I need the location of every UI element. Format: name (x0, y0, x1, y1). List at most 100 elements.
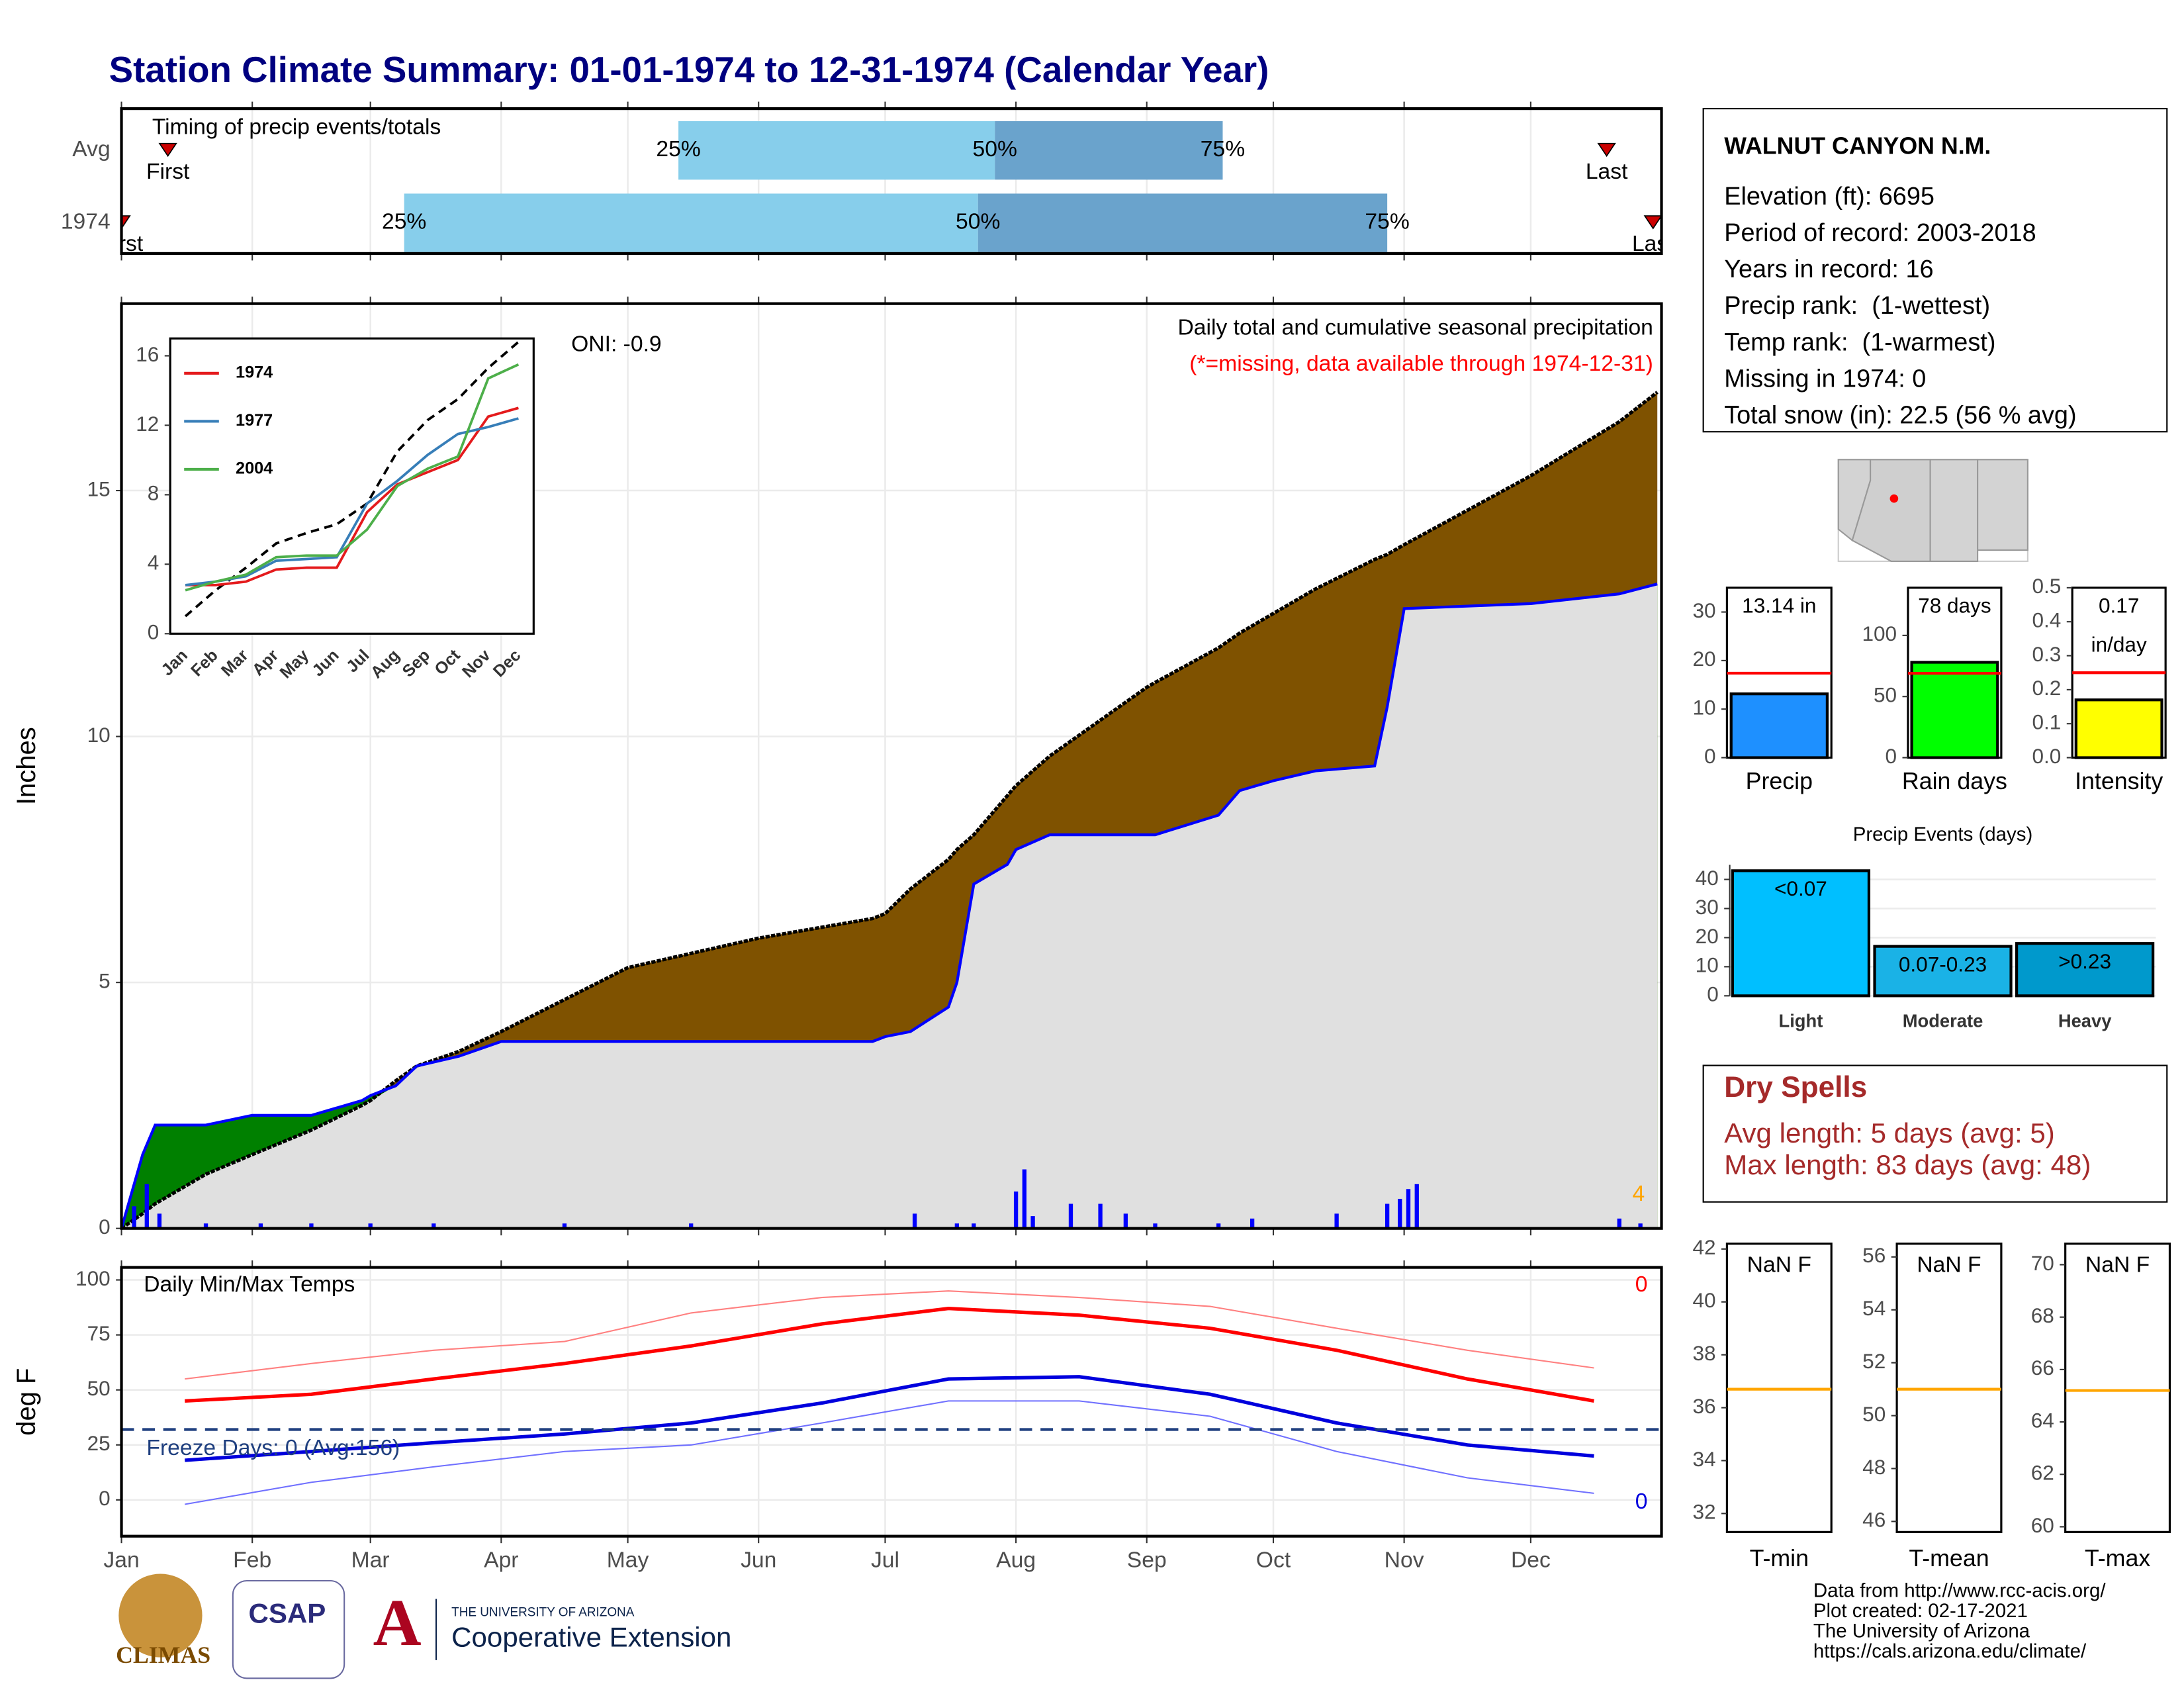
x-tick-label: Nov (1385, 1548, 1424, 1572)
daily-bar (144, 1184, 149, 1229)
station-box (1702, 108, 2168, 433)
x-tick-label: Dec (1511, 1548, 1551, 1572)
y-tick-label: 34 (1692, 1447, 1715, 1471)
temp-line (185, 1290, 1594, 1380)
series-line (185, 406, 519, 586)
footer-line: Data from http://www.rcc-acis.org/ (1813, 1580, 2106, 1602)
event-marker (158, 142, 177, 158)
bar (2015, 942, 2155, 998)
quartile-label: 50% (973, 137, 1017, 162)
y-tick-label: 66 (2031, 1356, 2054, 1380)
y-tick-label: 32 (1692, 1500, 1715, 1524)
y-tick-label: 15 (87, 477, 111, 500)
footer-line: Plot created: 02-17-2021 (1813, 1600, 2028, 1622)
map-state (1929, 459, 1979, 562)
daily-bar (1334, 1213, 1339, 1229)
station-dot (1889, 494, 1899, 503)
ua-logo: A (373, 1585, 422, 1660)
chart-title: Precip Events (days) (1853, 823, 2033, 845)
quartile-bar (978, 193, 1388, 252)
value-label: NaN F (1917, 1252, 1981, 1277)
bar (1873, 945, 2013, 998)
temp-line (185, 1375, 1594, 1462)
dry-spell-line: Max length: 83 days (avg: 48) (1724, 1149, 2091, 1180)
x-tick-label: Jun (741, 1548, 776, 1572)
y-tick-label: 10 (87, 723, 111, 747)
y-tick-label: 0 (1707, 982, 1719, 1006)
footer-line: https://cals.arizona.edu/climate/ (1813, 1640, 2087, 1662)
daily-bar (309, 1223, 314, 1229)
event-label: First (100, 232, 144, 256)
subtitle: Daily total and cumulative seasonal prec… (1177, 315, 1653, 340)
daily-bar (258, 1223, 263, 1229)
y-tick-label: 0 (1886, 744, 1897, 768)
y-axis-title: Inches (12, 727, 41, 805)
freeze-label: Freeze Days: 0 (Avg:156) (146, 1436, 400, 1460)
event-label: Last (1632, 232, 1674, 256)
x-tick-label: Apr (484, 1548, 518, 1572)
y-tick-label: 0.1 (2032, 710, 2061, 734)
row-label: 1974 (61, 210, 111, 234)
climas-logo (118, 1573, 203, 1658)
daily-bar (689, 1223, 694, 1229)
overlap-fill (121, 584, 1658, 1229)
value-label: NaN F (1747, 1252, 1811, 1277)
y-tick-label: 5 (99, 968, 111, 992)
y-axis-title: deg F (12, 1368, 41, 1436)
x-tick-label: Mar (351, 1548, 390, 1572)
y-tick-label: 25 (87, 1431, 111, 1455)
y-tick-label: 70 (2031, 1251, 2054, 1275)
x-tick-label: Heavy (2058, 1011, 2112, 1031)
bar (1910, 661, 1999, 759)
y-tick-label: 0 (99, 1215, 111, 1239)
y-tick-label: 54 (1862, 1296, 1886, 1320)
y-tick-label: 30 (1696, 895, 1719, 919)
y-tick-label: 30 (1692, 598, 1715, 622)
csap-text: CSAP (248, 1598, 326, 1629)
dry-spells-title: Dry Spells (1724, 1071, 1867, 1103)
value-label: >0.23 (2058, 949, 2111, 973)
bar (2074, 698, 2163, 759)
daily-bar (1022, 1169, 1027, 1229)
average-line (120, 583, 1658, 1229)
quartile-label: 50% (956, 210, 1000, 234)
dry-spells-box (1702, 1064, 2168, 1203)
quartile-label: 75% (1365, 210, 1409, 234)
y-tick-label: 10 (1696, 953, 1719, 977)
station-line: Elevation (ft): 6695 (1724, 183, 1934, 211)
y-tick-label: 38 (1692, 1341, 1715, 1365)
legend-label: 1977 (236, 411, 273, 430)
average-line (184, 341, 520, 618)
y-tick-label: 0.0 (2032, 744, 2061, 768)
missing-note: (*=missing, data available through 1974-… (1189, 352, 1653, 376)
x-tick-label: T-min (1750, 1545, 1809, 1571)
event-marker (1597, 142, 1616, 158)
y-tick-label: 50 (87, 1376, 111, 1400)
daily-bar (1617, 1218, 1621, 1229)
y-tick-label: 46 (1862, 1508, 1886, 1532)
y-tick-label: 0.4 (2032, 608, 2061, 632)
y-tick-label: 50 (1862, 1402, 1886, 1426)
y-tick-label: 20 (1696, 924, 1719, 948)
y-tick-label: 68 (2031, 1303, 2054, 1327)
panel (169, 337, 535, 635)
event-marker (121, 215, 131, 230)
count-label: 4 (1633, 1182, 1645, 1206)
series-line (185, 363, 520, 592)
series-line (185, 417, 519, 586)
value-label: 13.14 in (1742, 594, 1816, 618)
station-line: Total snow (in): 22.5 (56 % avg) (1724, 402, 2076, 430)
temp-annotation: Daily Min/Max Temps (144, 1272, 355, 1297)
climas-text: CLIMAS (116, 1642, 210, 1668)
station-line: Missing in 1974: 0 (1724, 365, 1926, 393)
bar (1731, 869, 1871, 998)
y-tick-label: 52 (1862, 1349, 1886, 1373)
daily-bar (1098, 1203, 1103, 1229)
x-tick-label: Intensity (2075, 768, 2163, 794)
temp-line (185, 1400, 1594, 1505)
value-unit: in/day (2091, 633, 2147, 657)
ua-name: THE UNIVERSITY OF ARIZONA (451, 1605, 635, 1619)
oni-label: ONI: -0.9 (571, 332, 662, 357)
y-tick-label: 0 (1704, 744, 1716, 768)
